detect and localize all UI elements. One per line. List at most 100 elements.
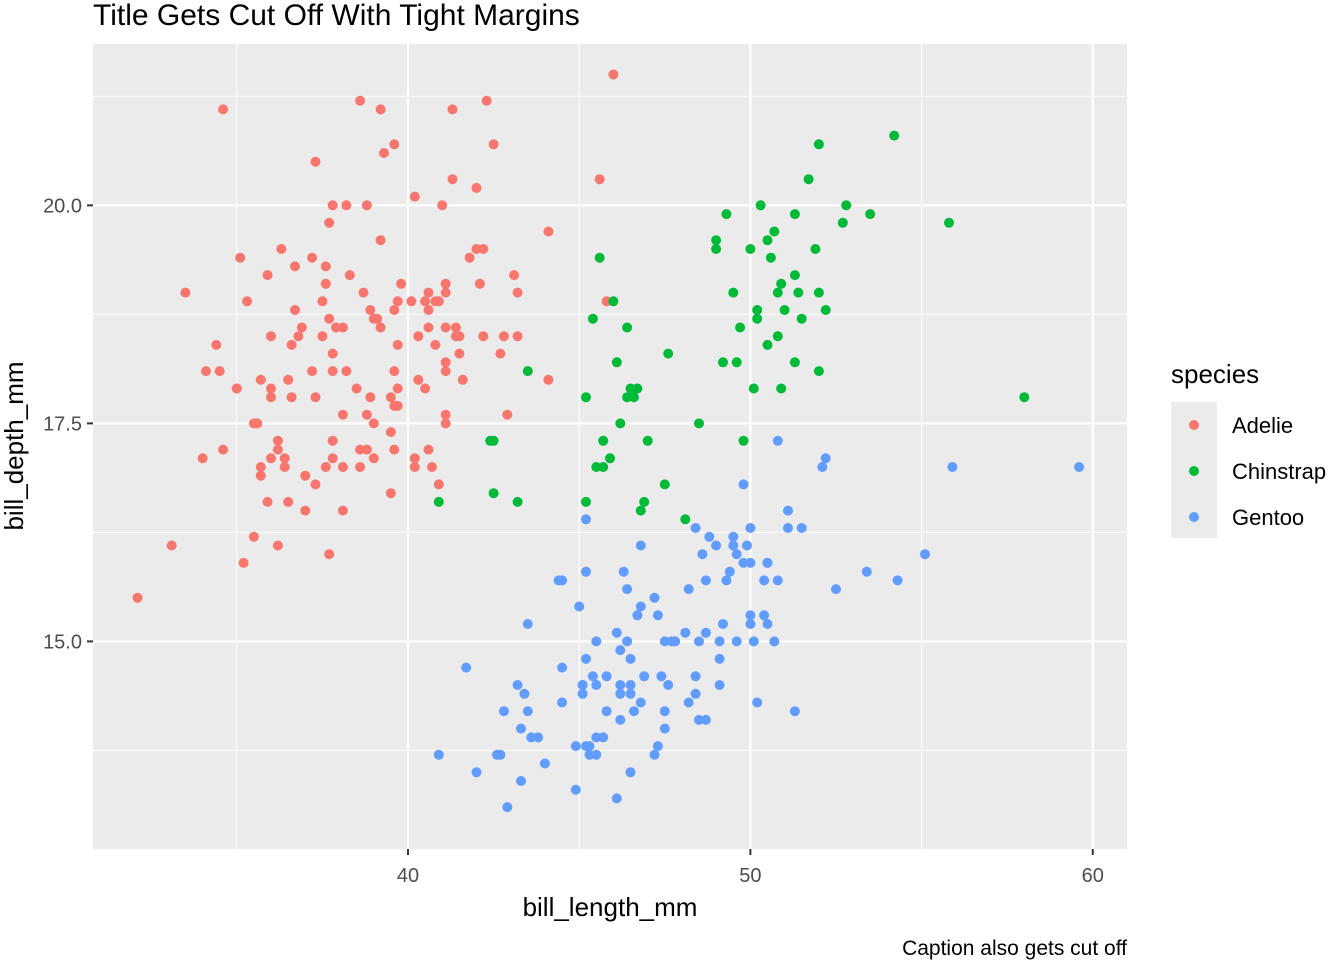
data-point-gentoo [817, 462, 828, 472]
data-point-gentoo [581, 741, 591, 752]
data-point-adelie [300, 505, 311, 516]
data-point-gentoo [635, 540, 646, 551]
data-point-adelie [440, 357, 451, 368]
data-point-adelie [344, 270, 355, 281]
data-point-gentoo [557, 575, 568, 586]
data-point-gentoo [539, 758, 550, 769]
data-point-gentoo [625, 688, 636, 699]
data-point-chinstrap [694, 418, 704, 429]
data-point-adelie [324, 217, 335, 228]
data-point-gentoo [1074, 462, 1085, 472]
data-point-chinstrap [629, 392, 639, 403]
data-point-gentoo [611, 793, 622, 804]
data-point-gentoo [700, 627, 711, 638]
data-point-adelie [320, 278, 331, 289]
legend-items: Adelie Chinstrap Gentoo [1189, 413, 1326, 530]
legend-key-gentoo [1189, 512, 1199, 522]
x-axis-title: bill_length_mm [523, 892, 698, 922]
data-point-adelie [420, 383, 431, 394]
data-point-chinstrap [639, 496, 650, 507]
data-point-chinstrap [625, 383, 636, 394]
data-point-adelie [327, 435, 338, 446]
data-point-adelie [509, 270, 520, 281]
data-point-chinstrap [635, 505, 646, 516]
data-point-adelie [396, 278, 407, 289]
data-point-gentoo [433, 749, 444, 760]
data-point-adelie [255, 470, 266, 481]
data-point-gentoo [557, 697, 568, 708]
data-point-gentoo [728, 540, 739, 551]
legend: species Adelie Chinstrap Gentoo [1171, 359, 1326, 538]
data-point-gentoo [519, 688, 530, 699]
data-point-gentoo [632, 610, 643, 621]
x-axis-ticks: 40 50 60 [397, 849, 1104, 887]
data-point-chinstrap [433, 496, 444, 507]
data-point-adelie [464, 252, 475, 263]
data-point-adelie [440, 418, 451, 429]
data-point-gentoo [591, 680, 602, 690]
data-point-gentoo [591, 732, 602, 743]
data-point-chinstrap [721, 209, 732, 220]
data-point-gentoo [731, 549, 742, 560]
data-point-chinstrap [608, 296, 619, 307]
data-point-gentoo [663, 680, 674, 690]
data-point-chinstrap [889, 130, 900, 141]
data-point-gentoo [581, 653, 591, 664]
data-point-chinstrap [615, 418, 626, 429]
legend-label-gentoo: Gentoo [1232, 505, 1304, 530]
x-tick-label: 60 [1082, 865, 1104, 887]
data-point-gentoo [820, 453, 831, 464]
data-point-gentoo [659, 636, 670, 647]
data-point-adelie [331, 322, 342, 333]
data-point-gentoo [581, 514, 591, 525]
data-point-adelie [450, 322, 461, 333]
y-axis-ticks: 15.0 17.5 20.0 [43, 195, 93, 653]
data-point-adelie [447, 104, 458, 115]
data-point-gentoo [581, 566, 591, 577]
data-point-gentoo [591, 636, 602, 647]
data-point-gentoo [772, 575, 783, 586]
data-point-adelie [358, 287, 369, 298]
data-point-adelie [262, 496, 273, 507]
data-point-adelie [365, 392, 376, 403]
data-point-adelie [488, 139, 499, 150]
legend-title: species [1171, 359, 1259, 389]
data-point-adelie [423, 444, 434, 455]
data-point-adelie [341, 366, 352, 377]
data-point-gentoo [759, 575, 770, 586]
data-point-gentoo [625, 653, 636, 664]
data-point-adelie [385, 488, 396, 499]
legend-key-adelie [1189, 420, 1199, 430]
data-point-adelie [300, 470, 311, 481]
data-point-adelie [608, 69, 619, 80]
data-point-adelie [413, 374, 424, 385]
data-point-gentoo [714, 653, 725, 664]
data-point-chinstrap [659, 479, 670, 490]
data-point-adelie [327, 453, 338, 464]
data-point-chinstrap [632, 383, 643, 394]
data-point-chinstrap [772, 287, 783, 298]
data-point-adelie [286, 392, 297, 403]
data-point-adelie [440, 409, 451, 420]
data-point-gentoo [745, 523, 756, 533]
data-point-adelie [290, 261, 300, 272]
data-point-adelie [471, 182, 482, 193]
data-point-gentoo [704, 531, 715, 542]
data-point-chinstrap [642, 435, 653, 446]
data-point-chinstrap [820, 305, 831, 315]
data-point-gentoo [783, 523, 793, 533]
data-point-adelie [320, 462, 331, 472]
data-point-chinstrap [587, 313, 598, 324]
data-point-adelie [474, 278, 485, 289]
data-point-adelie [355, 95, 366, 106]
data-point-gentoo [502, 802, 513, 813]
data-point-adelie [409, 462, 420, 472]
data-point-adelie [310, 392, 321, 403]
data-point-adelie [543, 226, 554, 237]
data-point-chinstrap [598, 462, 609, 472]
data-point-adelie [252, 418, 263, 429]
data-point-chinstrap [755, 200, 766, 211]
y-tick-label: 15.0 [43, 631, 82, 653]
data-point-chinstrap [762, 235, 773, 246]
data-point-gentoo [601, 671, 612, 682]
